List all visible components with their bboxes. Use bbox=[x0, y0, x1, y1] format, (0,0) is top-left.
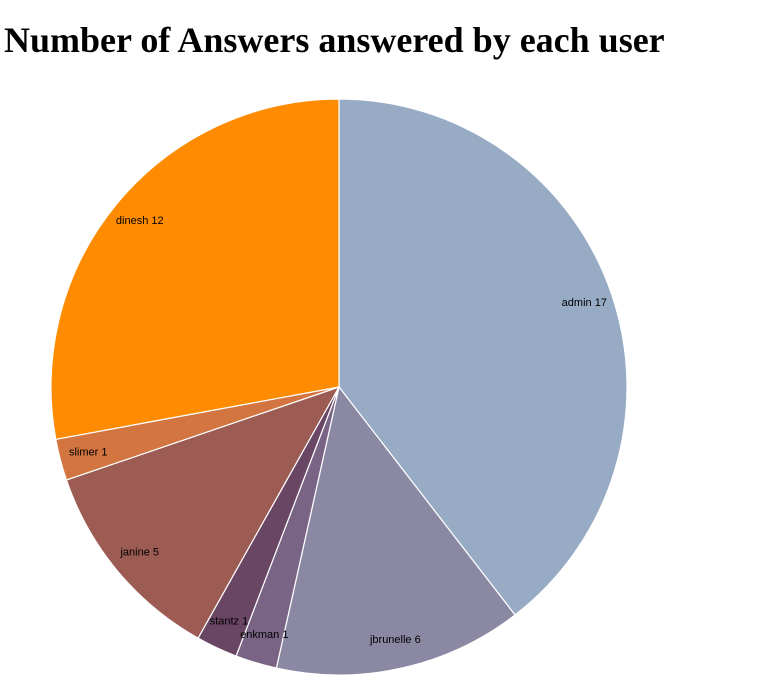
slice-label-dinesh: dinesh 12 bbox=[116, 215, 164, 227]
pie-slices bbox=[50, 98, 628, 676]
slice-label-admin: admin 17 bbox=[562, 297, 607, 309]
pie-slice-dinesh bbox=[50, 98, 340, 441]
pie-slice-admin bbox=[338, 98, 628, 616]
slice-label-stantz: stantz 1 bbox=[210, 616, 249, 628]
slice-label-enkman: enkman 1 bbox=[240, 629, 288, 641]
slice-label-jbrunelle: jbrunelle 6 bbox=[369, 634, 421, 646]
pie-slice-janine bbox=[65, 385, 341, 639]
chart-title: Number of Answers answered by each user bbox=[4, 20, 665, 60]
pie-slice-jbrunelle bbox=[275, 385, 516, 676]
slice-label-janine: janine 5 bbox=[119, 547, 159, 559]
slice-label-slimer: slimer 1 bbox=[69, 446, 108, 458]
